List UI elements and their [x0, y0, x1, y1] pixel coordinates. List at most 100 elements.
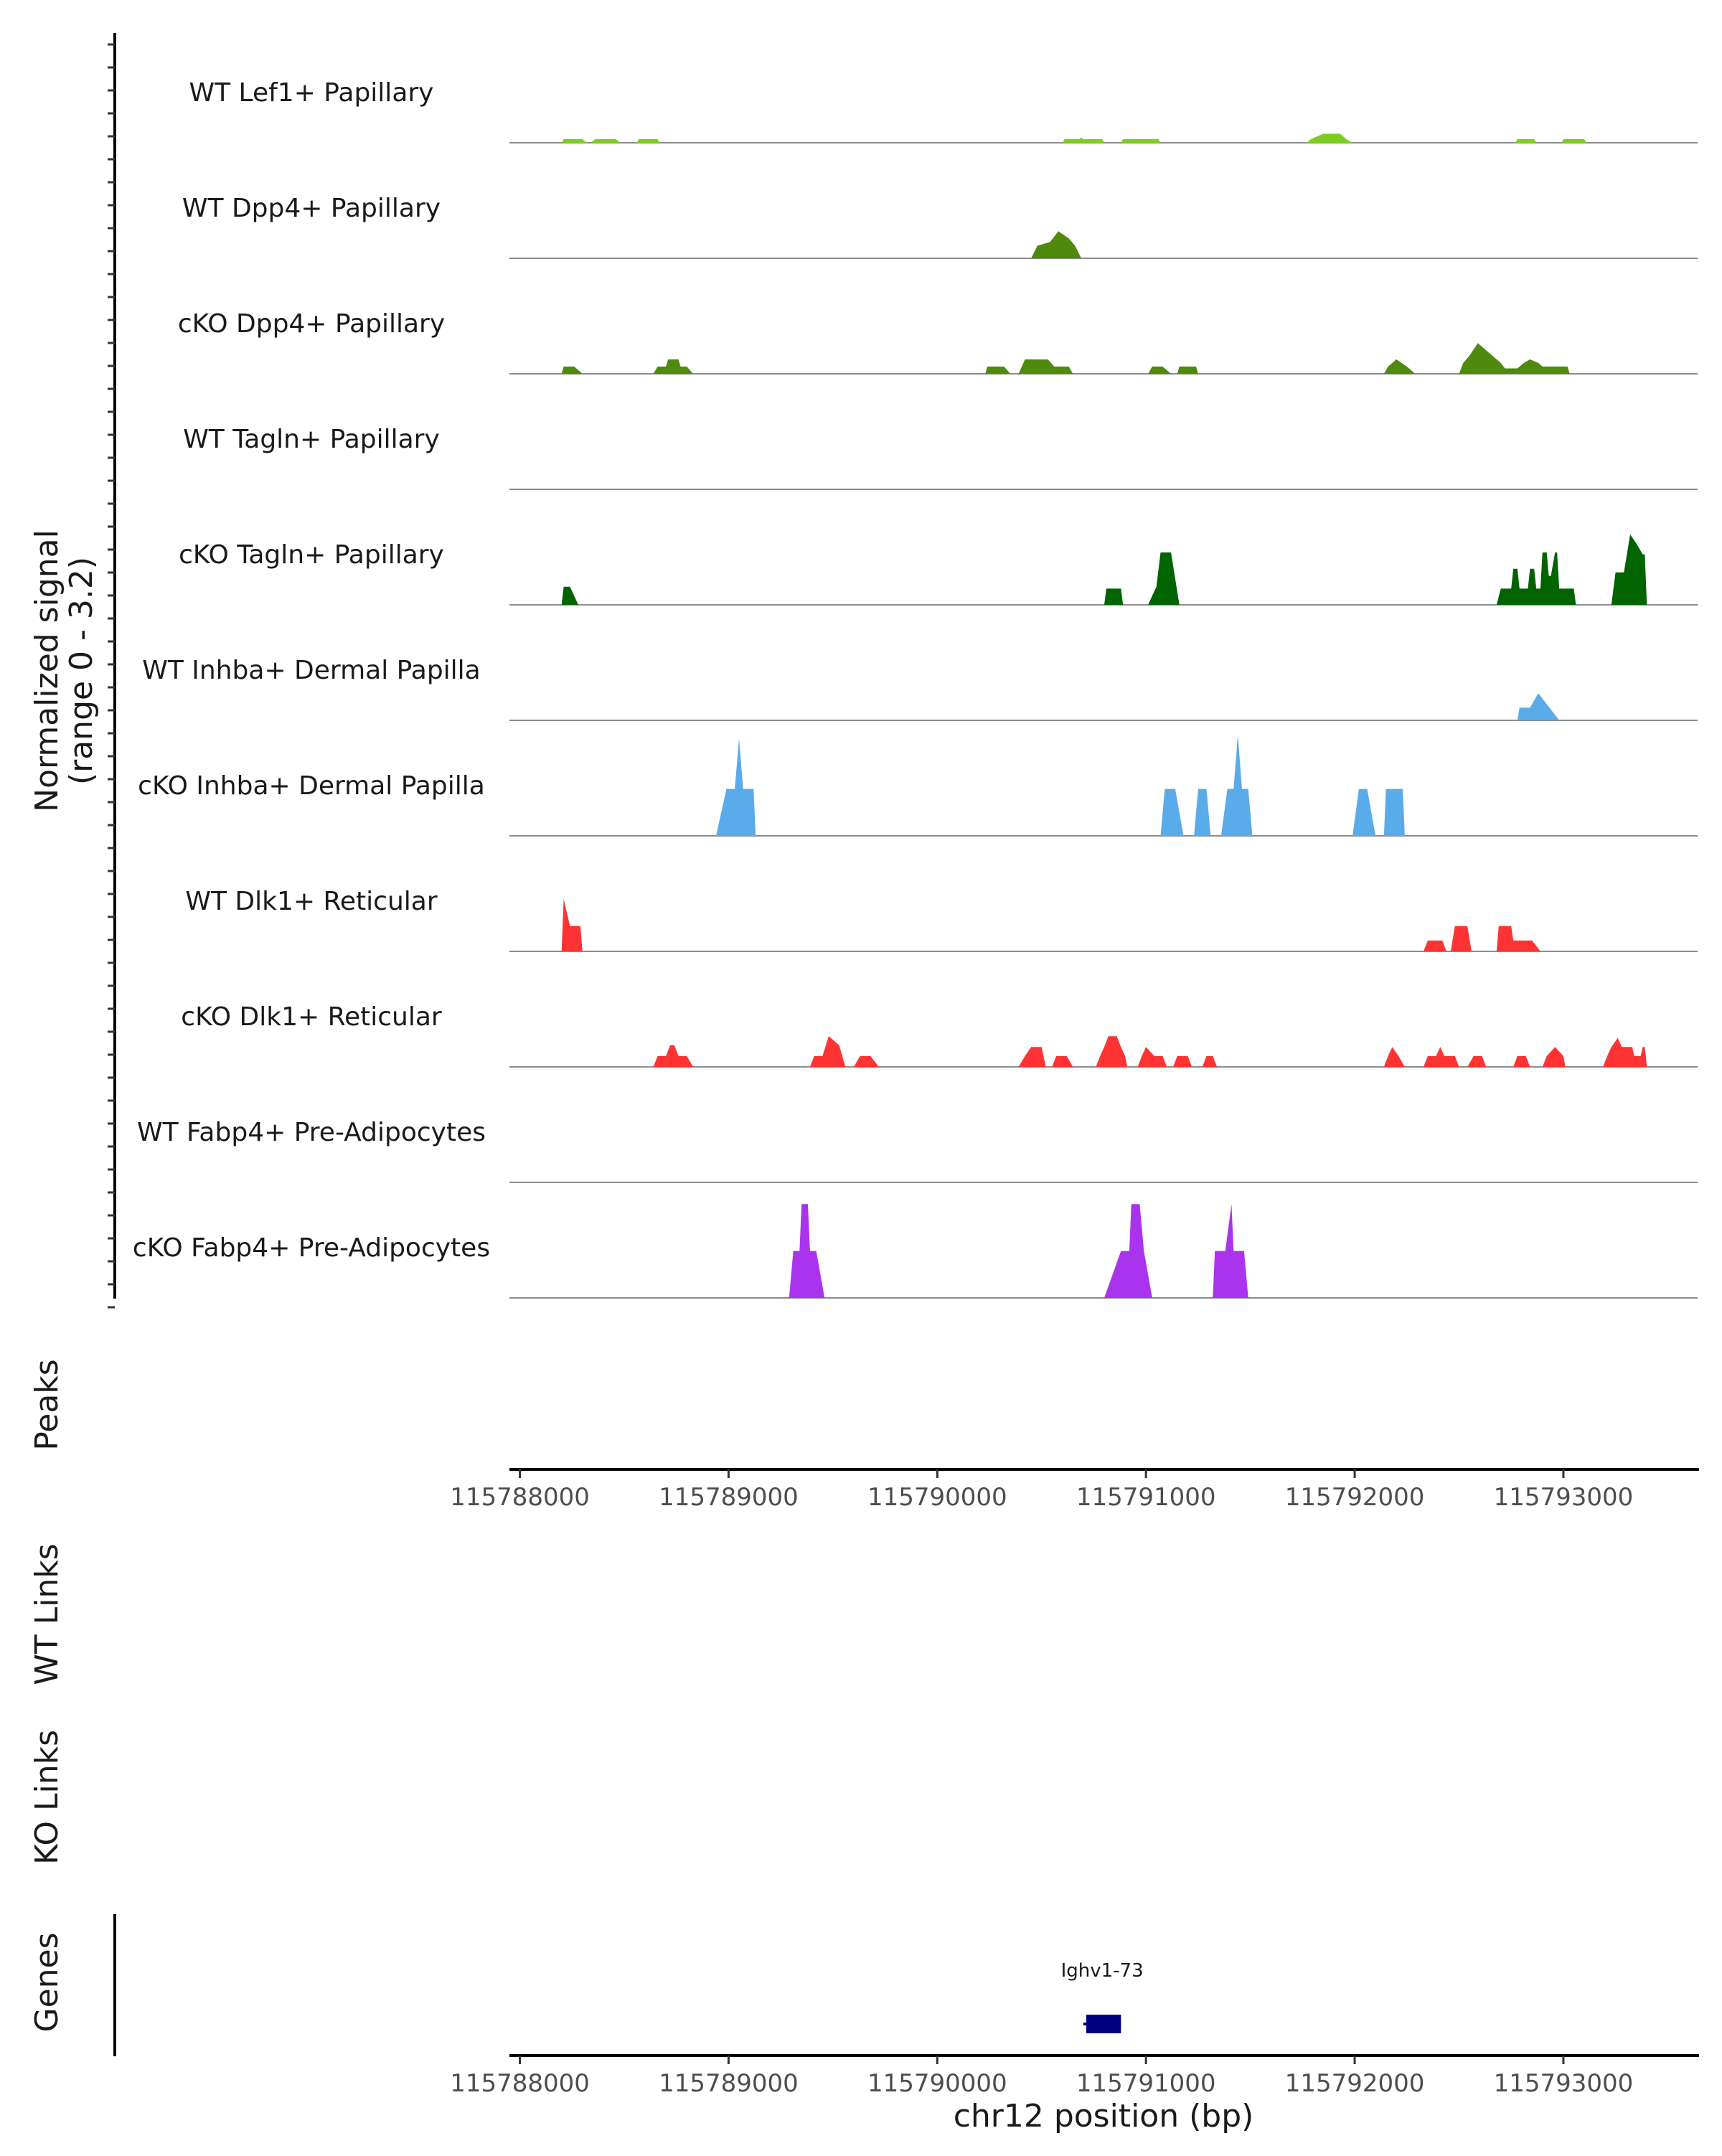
coverage-peak-cko-dlk1-reticular-12: [1467, 1055, 1487, 1067]
genes-x-axis: 115788000 115789000 115790000 115791000 1157…: [450, 2054, 1699, 2098]
coverage-peak-cko-inhba-dermal-papilla-3: [1194, 789, 1211, 836]
track-wt-fabp4-pre-adipocytes: WT Fabp4+ Pre-Adipocytes: [137, 1118, 1698, 1183]
coverage-y-axis: [108, 33, 116, 1309]
genes-ylabel: Genes: [29, 1932, 65, 2032]
coverage-tracks: WT Lef1+ Papillary WT Dpp4+ Papillary cKO …: [133, 78, 1698, 1299]
track-label-wt-dpp4-papillary: WT Dpp4+ Papillary: [182, 194, 441, 223]
genes-x-tick-label: 115792000: [1285, 2069, 1425, 2098]
track-wt-dlk1-reticular: WT Dlk1+ Reticular: [185, 887, 1698, 952]
peaks-x-tick-label: 115791000: [1076, 1483, 1216, 1512]
coverage-peak-cko-dlk1-reticular-10: [1383, 1047, 1405, 1067]
coverage-peak-cko-dlk1-reticular-4: [1018, 1047, 1046, 1067]
track-cko-dlk1-reticular: cKO Dlk1+ Reticular: [181, 1002, 1698, 1068]
coverage-peak-wt-lef1-papillary-3: [636, 139, 660, 143]
peaks-x-tick-label: 115788000: [450, 1483, 590, 1512]
coverage-peak-cko-dlk1-reticular-15: [1603, 1037, 1647, 1067]
coverage-peak-cko-inhba-dermal-papilla-2: [1160, 789, 1184, 836]
coverage-peak-cko-dlk1-reticular-8: [1173, 1055, 1192, 1067]
peaks-x-tick-label: 115792000: [1285, 1483, 1425, 1512]
genes-x-tick-label: 115788000: [450, 2069, 590, 2098]
coverage-peak-wt-lef1-papillary-2: [591, 139, 621, 143]
coverage-peak-cko-dpp4-papillary-5: [1148, 366, 1172, 374]
coverage-peak-cko-dlk1-reticular-7: [1137, 1047, 1167, 1067]
gene-label-ighv1-73: Ighv1-73: [1061, 1960, 1144, 1982]
coverage-peak-cko-dlk1-reticular-2: [809, 1036, 846, 1067]
coverage-peak-wt-lef1-papillary-8: [1561, 139, 1586, 143]
track-label-cko-fabp4-pre-adipocytes: cKO Fabp4+ Pre-Adipocytes: [133, 1233, 490, 1263]
coverage-peak-cko-inhba-dermal-papilla-5: [1352, 789, 1376, 836]
coverage-peak-wt-lef1-papillary-1: [561, 139, 587, 143]
coverage-peak-cko-fabp4-pre-adipocytes-1: [789, 1204, 825, 1298]
peaks-x-tick-label: 115793000: [1494, 1483, 1634, 1512]
coverage-peak-wt-lef1-papillary-4: [1062, 137, 1104, 143]
coverage-peak-cko-dlk1-reticular-9: [1202, 1055, 1218, 1067]
coverage-peak-wt-dpp4-papillary-1: [1031, 231, 1081, 258]
genes-x-tick-label: 115791000: [1076, 2069, 1216, 2098]
coverage-peak-wt-dlk1-reticular-1: [561, 899, 583, 951]
genes-x-tick-label: 115789000: [659, 2069, 799, 2098]
track-cko-dpp4-papillary: cKO Dpp4+ Papillary: [178, 309, 1698, 375]
coverage-ylabel-line1: Normalized signal: [29, 529, 65, 812]
peaks-x-tick-label: 115789000: [659, 1483, 799, 1512]
track-label-cko-dlk1-reticular: cKO Dlk1+ Reticular: [181, 1002, 442, 1032]
track-wt-tagln-papillary: WT Tagln+ Papillary: [183, 425, 1698, 490]
coverage-peak-cko-dlk1-reticular-13: [1513, 1055, 1530, 1067]
coverage-peak-cko-dpp4-papillary-3: [985, 366, 1011, 374]
coverage-peak-cko-dlk1-reticular-1: [653, 1045, 693, 1067]
coverage-peak-cko-dpp4-papillary-6: [1177, 366, 1198, 374]
coverage-peak-wt-inhba-dermal-papilla-1: [1517, 693, 1560, 720]
coverage-peak-wt-lef1-papillary-6: [1307, 133, 1353, 143]
coverage-peak-cko-inhba-dermal-papilla-4: [1220, 735, 1253, 836]
coverage-peak-cko-tagln-papillary-4: [1496, 552, 1576, 605]
track-cko-inhba-dermal-papilla: cKO Inhba+ Dermal Papilla: [138, 735, 1698, 837]
peaks-x-axis: 115788000 115789000 115790000 115791000 1157…: [450, 1468, 1699, 1512]
coverage-peak-cko-tagln-papillary-5: [1611, 534, 1647, 605]
coverage-peak-cko-dpp4-papillary-4: [1018, 359, 1073, 374]
track-label-wt-inhba-dermal-papilla: WT Inhba+ Dermal Papilla: [142, 656, 480, 685]
gene-annotations: Ighv1-73: [1061, 1960, 1144, 2033]
coverage-peak-cko-tagln-papillary-1: [561, 586, 578, 605]
coverage-peak-cko-dpp4-papillary-7: [1383, 359, 1416, 374]
coverage-peak-cko-dlk1-reticular-11: [1424, 1047, 1459, 1067]
track-label-wt-lef1-papillary: WT Lef1+ Papillary: [189, 78, 434, 108]
x-axis-title: chr12 position (bp): [954, 2098, 1254, 2134]
coverage-peak-cko-dlk1-reticular-14: [1542, 1047, 1566, 1067]
track-label-wt-tagln-papillary: WT Tagln+ Papillary: [183, 425, 440, 454]
genes-x-tick-label: 115793000: [1494, 2069, 1634, 2098]
coverage-peak-cko-tagln-papillary-2: [1104, 588, 1124, 605]
track-cko-fabp4-pre-adipocytes: cKO Fabp4+ Pre-Adipocytes: [133, 1204, 1698, 1299]
coverage-peak-wt-lef1-papillary-5: [1121, 139, 1161, 143]
coverage-ylabel-line2: (range 0 - 3.2): [63, 557, 100, 785]
peaks-x-tick-label: 115790000: [867, 1483, 1007, 1512]
coverage-peak-cko-inhba-dermal-papilla-6: [1383, 789, 1405, 836]
track-wt-inhba-dermal-papilla: WT Inhba+ Dermal Papilla: [142, 656, 1698, 721]
coverage-peak-cko-fabp4-pre-adipocytes-2: [1104, 1204, 1152, 1298]
coverage-peak-cko-dpp4-papillary-1: [561, 366, 583, 374]
track-label-cko-inhba-dermal-papilla: cKO Inhba+ Dermal Papilla: [138, 771, 485, 801]
ko-links-ylabel: KO Links: [29, 1730, 65, 1865]
track-wt-lef1-papillary: WT Lef1+ Papillary: [189, 78, 1698, 143]
coverage-peak-wt-dlk1-reticular-4: [1496, 926, 1540, 951]
track-label-cko-dpp4-papillary: cKO Dpp4+ Papillary: [178, 309, 445, 339]
coverage-peak-cko-inhba-dermal-papilla-1: [716, 738, 756, 836]
genes-x-tick-label: 115790000: [867, 2069, 1007, 2098]
track-label-wt-dlk1-reticular: WT Dlk1+ Reticular: [185, 887, 437, 916]
track-wt-dpp4-papillary: WT Dpp4+ Papillary: [182, 194, 1698, 259]
coverage-peak-cko-dpp4-papillary-2: [653, 359, 693, 374]
wt-links-ylabel: WT Links: [29, 1543, 65, 1685]
track-label-cko-tagln-papillary: cKO Tagln+ Papillary: [179, 540, 444, 570]
coverage-peak-cko-dlk1-reticular-3: [853, 1055, 879, 1067]
coverage-peak-cko-tagln-papillary-3: [1148, 552, 1180, 605]
coverage-peak-cko-dlk1-reticular-5: [1052, 1055, 1073, 1067]
coverage-peak-wt-dlk1-reticular-3: [1450, 926, 1472, 951]
coverage-peak-cko-dlk1-reticular-6: [1096, 1036, 1127, 1067]
peaks-ylabel: Peaks: [29, 1359, 65, 1450]
coverage-peak-cko-dpp4-papillary-8: [1459, 343, 1570, 374]
track-cko-tagln-papillary: cKO Tagln+ Papillary: [179, 534, 1698, 606]
coverage-peak-wt-dlk1-reticular-2: [1424, 940, 1446, 951]
coverage-peak-cko-fabp4-pre-adipocytes-3: [1213, 1204, 1248, 1298]
track-label-wt-fabp4-pre-adipocytes: WT Fabp4+ Pre-Adipocytes: [137, 1118, 486, 1147]
